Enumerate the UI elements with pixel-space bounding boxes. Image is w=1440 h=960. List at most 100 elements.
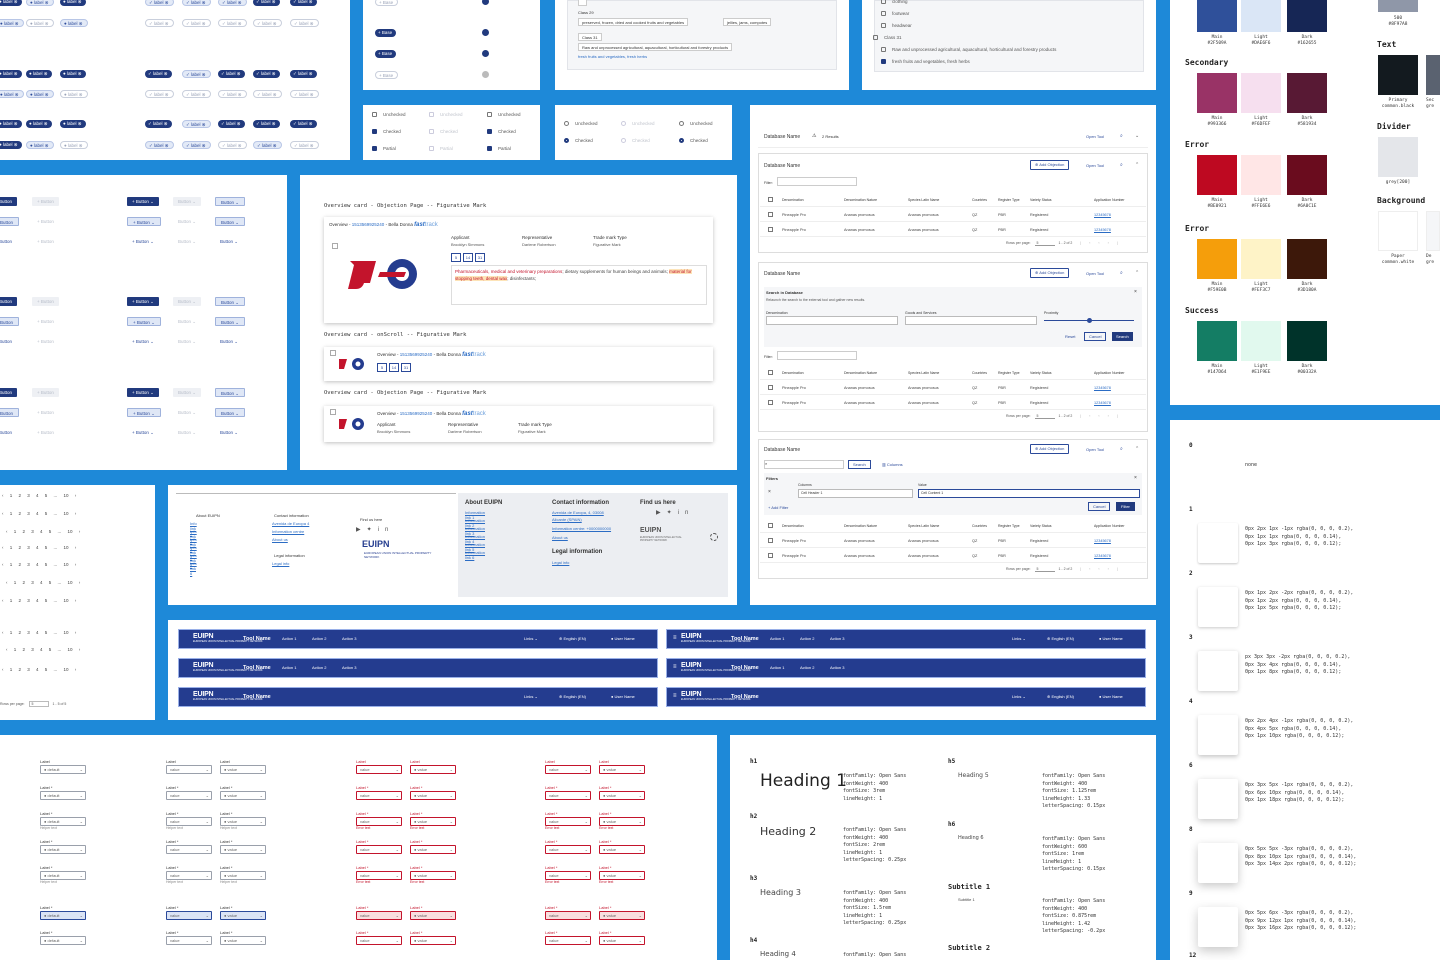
field-input[interactable]: ● value ⌄ bbox=[220, 936, 266, 945]
class-checkbox[interactable]: fresh fruits and vegetables, fresh herbs bbox=[881, 59, 970, 64]
field-input[interactable]: ● default ⌄ bbox=[40, 765, 86, 774]
table-cell[interactable]: 12345678 bbox=[1094, 386, 1111, 390]
youtube-icon[interactable]: ▶ bbox=[356, 527, 367, 533]
close-icon[interactable]: ⊗ bbox=[13, 21, 19, 26]
pagination-row[interactable]: ‹ 1 2 3 4 5 ... 10 › bbox=[2, 562, 76, 567]
linkedin-icon[interactable]: in bbox=[677, 510, 695, 516]
text-field[interactable]: Label * ● default ⌄ bbox=[40, 785, 86, 800]
close-icon[interactable]: ⊗ bbox=[13, 92, 19, 97]
button[interactable]: Button ⌄ bbox=[173, 217, 201, 226]
label-chip[interactable]: ✓ label ⊗ bbox=[290, 0, 317, 6]
user-menu[interactable]: ● User Name bbox=[1099, 636, 1123, 641]
label-chip[interactable]: ● label ⊗ bbox=[26, 0, 54, 6]
application-number[interactable]: 1513569925240 bbox=[351, 222, 385, 227]
search-icon[interactable]: ⌕ bbox=[1120, 446, 1123, 452]
column-header[interactable]: Denomination bbox=[782, 371, 804, 375]
text-field[interactable]: Label * ● default ⌄ bbox=[40, 930, 86, 945]
twitter-icon[interactable]: ✦ bbox=[366, 527, 378, 533]
checkbox-partial[interactable]: Partial bbox=[429, 146, 453, 151]
field-input[interactable]: ● value ⌄ bbox=[599, 871, 645, 880]
close-icon[interactable]: ⊗ bbox=[200, 92, 206, 97]
label-chip[interactable]: ✓ label ⊗ bbox=[253, 90, 282, 98]
add-circle-icon[interactable] bbox=[482, 29, 489, 36]
radio-checked[interactable]: Checked bbox=[679, 138, 708, 143]
label-chip[interactable]: ✓ label ⊗ bbox=[253, 0, 280, 6]
footer-info-link[interactable]: Info link 1 bbox=[190, 521, 197, 536]
field-input[interactable]: ● value ⌄ bbox=[410, 871, 456, 880]
search-input[interactable]: ⌕ bbox=[764, 460, 844, 469]
button[interactable]: Button bbox=[0, 388, 18, 397]
close-icon[interactable]: ⊗ bbox=[77, 92, 83, 97]
table-cell[interactable]: 12345678 bbox=[1094, 213, 1111, 217]
field-input[interactable]: ● value ⌄ bbox=[599, 936, 645, 945]
label-chip[interactable]: ✓ label ⊗ bbox=[182, 0, 211, 6]
field-input[interactable]: ● value ⌄ bbox=[599, 911, 645, 920]
text-field[interactable]: Label * ● value ⌄ bbox=[220, 785, 266, 800]
close-icon[interactable]: ⊗ bbox=[77, 143, 83, 148]
linkedin-icon[interactable]: in bbox=[377, 527, 395, 533]
drag-icon[interactable] bbox=[332, 243, 338, 249]
field-input[interactable]: ● value ⌄ bbox=[410, 791, 456, 800]
footer-information-link[interactable]: Information link 5 bbox=[465, 542, 486, 552]
menu-icon[interactable]: ≡ bbox=[673, 635, 677, 641]
twitter-icon[interactable]: ✦ bbox=[666, 510, 678, 516]
radio-unchecked[interactable]: Unchecked bbox=[564, 121, 598, 126]
close-icon[interactable]: ⊗ bbox=[308, 143, 314, 148]
label-chip[interactable]: ● label ⊗ bbox=[0, 141, 22, 149]
value-input[interactable]: Cell Content 1 bbox=[918, 489, 1140, 498]
field-input[interactable]: value ⌄ bbox=[356, 911, 402, 920]
label-chip[interactable]: ● label ⊗ bbox=[26, 90, 54, 98]
footer-information-link[interactable]: Information link 2 bbox=[465, 518, 486, 528]
label-chip[interactable]: ✓ label ⊗ bbox=[253, 120, 280, 128]
field-input[interactable]: value ⌄ bbox=[545, 936, 591, 945]
label-chip[interactable]: ● label ⊗ bbox=[0, 70, 22, 78]
button[interactable]: + Button bbox=[32, 388, 59, 397]
header-action[interactable]: Action 1 bbox=[770, 665, 785, 670]
text-field[interactable]: Label * ● value ⌄ bbox=[599, 930, 645, 945]
text-field[interactable]: Label * ● value ⌄ bbox=[599, 905, 645, 920]
text-field[interactable]: Label * value ⌄ Error text bbox=[545, 865, 591, 884]
prev-page-icon[interactable]: ‹ bbox=[2, 630, 10, 635]
text-field[interactable]: Label * ● value ⌄ bbox=[599, 839, 645, 854]
button[interactable]: Button ⌄ bbox=[173, 428, 201, 437]
links-menu[interactable]: Links ⌄ bbox=[524, 694, 538, 699]
field-input[interactable]: ● default ⌄ bbox=[40, 845, 86, 854]
denomination-input[interactable] bbox=[766, 316, 898, 325]
close-icon[interactable]: ⊗ bbox=[307, 121, 313, 126]
footer-about-us[interactable]: About us bbox=[552, 535, 568, 540]
row-checkbox[interactable] bbox=[768, 212, 773, 217]
field-input[interactable]: ● value ⌄ bbox=[599, 845, 645, 854]
user-menu[interactable]: ● User Name bbox=[611, 636, 635, 641]
class-checkbox[interactable]: Raw and unprocessed agricultural, aquacu… bbox=[881, 47, 1056, 52]
add-filter-button[interactable]: + Add Filter bbox=[768, 505, 788, 510]
button[interactable]: + Button ⌄ bbox=[127, 297, 159, 306]
goods-select[interactable] bbox=[905, 316, 1037, 325]
text-field[interactable]: Label value ⌄ bbox=[545, 759, 591, 774]
field-input[interactable]: value ⌄ bbox=[545, 817, 591, 826]
table-row[interactable]: Pineapple Pro Ananas promosus Ananas promo… bbox=[760, 381, 1146, 395]
add-circle-icon[interactable] bbox=[482, 0, 489, 5]
footer-address[interactable]: Avenida de Europa, 4, 03008 bbox=[552, 510, 604, 515]
links-menu[interactable]: Links ⌄ bbox=[1012, 636, 1026, 641]
header-logo[interactable]: EUIPN EUROPEAN UNION INTELLECTUAL PROPERT… bbox=[193, 691, 263, 701]
close-icon[interactable]: ⊗ bbox=[200, 122, 206, 127]
label-chip[interactable]: ✓ label ⊗ bbox=[253, 141, 282, 149]
text-field[interactable]: Label value ⌄ bbox=[356, 759, 402, 774]
class-29-tag[interactable]: preserved, frozen, dried and cooked frui… bbox=[578, 18, 689, 26]
footer-information-link[interactable]: Information link 4 bbox=[465, 534, 486, 544]
close-icon[interactable]: ⊗ bbox=[236, 143, 242, 148]
column-header[interactable]: Denomination Nature bbox=[844, 524, 878, 528]
class-number-badge[interactable]: 14 bbox=[463, 253, 473, 262]
row-checkbox[interactable] bbox=[768, 538, 773, 543]
close-icon[interactable]: ⊗ bbox=[163, 143, 169, 148]
close-icon[interactable]: ⊗ bbox=[162, 71, 168, 76]
field-input[interactable]: ● value ⌄ bbox=[220, 911, 266, 920]
pagination-row[interactable]: ‹ 1 2 3 4 5 ... 10 › bbox=[6, 647, 80, 652]
text-field[interactable]: Label * ● default ⌄ Helper text bbox=[40, 811, 86, 830]
close-icon[interactable]: ⊗ bbox=[271, 21, 277, 26]
field-input[interactable]: ● value ⌄ bbox=[410, 845, 456, 854]
prev-page-icon[interactable]: ‹ bbox=[6, 647, 14, 652]
label-chip[interactable]: ● label ⊗ bbox=[60, 141, 88, 149]
button[interactable]: Button ⌄ bbox=[173, 337, 201, 346]
header-logo[interactable]: EUIPN EUROPEAN UNION INTELLECTUAL PROPERT… bbox=[681, 633, 751, 643]
